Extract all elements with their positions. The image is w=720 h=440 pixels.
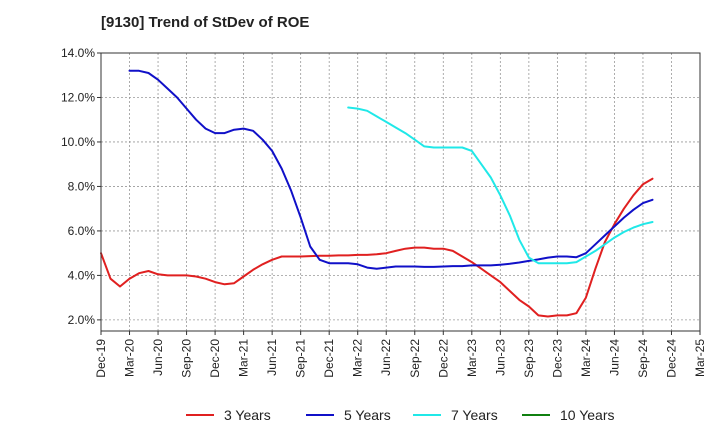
x-tick-label: Sep-23 — [522, 339, 536, 378]
x-tick-label: Jun-23 — [493, 339, 507, 376]
x-tick-label: Sep-24 — [636, 339, 650, 378]
y-tick-label: 12.0% — [61, 90, 95, 104]
x-tick-label: Mar-21 — [237, 339, 251, 377]
x-tick-label: Sep-22 — [408, 339, 422, 378]
x-tick-label: Mar-22 — [351, 339, 365, 377]
x-tick-label: Dec-19 — [94, 339, 108, 378]
x-tick-label: Mar-24 — [579, 339, 593, 377]
legend-label: 5 Years — [344, 407, 391, 423]
x-tick-label: Jun-24 — [607, 339, 621, 376]
y-tick-label: 8.0% — [68, 179, 96, 193]
x-tick-label: Dec-24 — [664, 339, 678, 378]
y-tick-label: 2.0% — [68, 313, 96, 327]
x-tick-label: Sep-21 — [294, 339, 308, 378]
x-tick-label: Jun-22 — [379, 339, 393, 376]
series-line-7-years — [347, 106, 654, 265]
legend-label: 7 Years — [451, 407, 498, 423]
x-tick-label: Mar-23 — [465, 339, 479, 377]
legend-label: 3 Years — [224, 407, 271, 423]
plot-area-frame — [100, 52, 701, 332]
y-tick-label: 10.0% — [61, 135, 95, 149]
series-layer — [100, 69, 654, 318]
x-tick-label: Mar-25 — [693, 339, 707, 377]
series-line-3-years — [100, 177, 654, 318]
chart-title: [9130] Trend of StDev of ROE — [101, 14, 310, 31]
x-tick-label: Dec-21 — [322, 339, 336, 378]
y-tick-label: 6.0% — [68, 224, 96, 238]
axis-layer: 2.0% 4.0% 6.0% 8.0% 10.0% 12.0% 14.0% Dec-19 Mar… — [61, 46, 707, 378]
y-tick-label: 4.0% — [68, 268, 96, 282]
legend-label: 10 Years — [560, 407, 615, 423]
x-tick-label: Sep-20 — [180, 339, 194, 378]
grid-layer — [101, 52, 700, 331]
x-tick-label: Dec-20 — [208, 339, 222, 378]
x-tick-label: Jun-20 — [151, 339, 165, 376]
series-line-5-years — [128, 69, 654, 270]
x-tick-label: Jun-21 — [265, 339, 279, 376]
x-tick-label: Mar-20 — [123, 339, 137, 377]
chart-legend: 3 Years 5 Years 7 Years 10 Years — [186, 407, 615, 423]
x-tick-label: Dec-23 — [550, 339, 564, 378]
y-tick-label: 14.0% — [61, 46, 95, 60]
x-tick-label: Dec-22 — [436, 339, 450, 378]
